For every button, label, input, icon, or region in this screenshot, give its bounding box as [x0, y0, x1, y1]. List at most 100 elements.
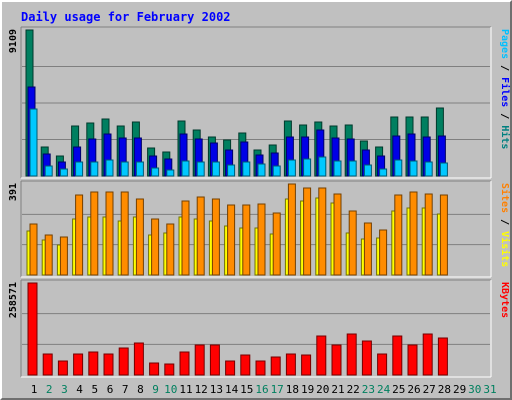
bar-kbytes: [270, 356, 281, 376]
bar-pages: [318, 156, 327, 177]
x-tick-label: 20: [316, 383, 329, 396]
bar-pages: [75, 161, 84, 177]
bar-sites: [439, 194, 448, 276]
bar-kbytes: [225, 360, 236, 376]
bar-pages: [135, 161, 144, 177]
x-tick-label: 19: [301, 383, 314, 396]
bar-kbytes: [240, 354, 251, 376]
bar-pages: [166, 169, 175, 177]
bar-pages: [348, 160, 357, 177]
bar-pages: [257, 163, 266, 177]
legend-sites: Sites / Visits: [499, 183, 511, 267]
bar-kbytes: [331, 344, 342, 376]
bar-sites: [166, 223, 175, 276]
bar-kbytes: [179, 351, 190, 376]
bar-sites: [409, 191, 418, 276]
x-tick-label: 4: [76, 383, 83, 396]
bar-sites: [394, 194, 403, 276]
bar-kbytes: [88, 351, 99, 376]
x-tick-label: 5: [91, 383, 98, 396]
bar-pages: [272, 165, 281, 177]
x-tick-label: 12: [195, 383, 208, 396]
bar-sites: [196, 196, 205, 276]
legend-entry: /: [499, 213, 510, 231]
x-tick-label: 14: [225, 383, 239, 396]
bar-pages: [29, 108, 38, 177]
bar-kbytes: [346, 333, 357, 376]
max-label: 258571: [8, 282, 19, 318]
bar-sites: [75, 194, 84, 276]
bar-pages: [211, 161, 220, 177]
bar-kbytes: [27, 282, 38, 376]
x-tick-label: 6: [107, 383, 114, 396]
bar-sites: [363, 222, 372, 276]
bar-kbytes: [392, 335, 403, 376]
bar-pages: [151, 167, 160, 177]
bar-sites: [120, 191, 129, 276]
legend-entry: Hits: [499, 125, 511, 149]
x-tick-label: 10: [164, 383, 177, 396]
bar-pages: [196, 161, 205, 177]
bar-pages: [409, 160, 418, 177]
bar-sites: [59, 236, 68, 276]
x-tick-label: 8: [137, 383, 144, 396]
legend-entry: Visits: [499, 231, 511, 267]
legend-entry: Sites: [499, 183, 511, 213]
bar-kbytes: [285, 353, 296, 376]
bar-kbytes: [255, 360, 266, 376]
bar-sites: [348, 210, 357, 276]
x-tick-label: 24: [377, 383, 391, 396]
bar-sites: [333, 193, 342, 276]
bar-kbytes: [149, 362, 160, 376]
bar-pages: [44, 165, 53, 177]
legend-entry: Files: [499, 77, 511, 107]
x-tick-label: 9: [152, 383, 159, 396]
bar-kbytes: [316, 335, 327, 376]
bar-kbytes: [437, 337, 448, 376]
bar-kbytes: [301, 354, 312, 376]
bar-sites: [90, 191, 99, 276]
bar-sites: [424, 193, 433, 276]
legend-entry: /: [499, 107, 510, 125]
x-tick-label: 25: [392, 383, 405, 396]
x-tick-label: 1: [31, 383, 38, 396]
x-tick-label: 3: [61, 383, 68, 396]
legend-traffic: Pages / Files / Hits: [499, 29, 511, 149]
bar-sites: [287, 183, 296, 276]
max-label: 9109: [8, 29, 19, 53]
bar-pages: [227, 164, 236, 177]
bar-sites: [242, 204, 251, 276]
x-tick-label: 29: [453, 383, 466, 396]
bar-kbytes: [209, 344, 220, 376]
bar-pages: [394, 159, 403, 177]
bar-pages: [379, 168, 388, 177]
x-tick-label: 16: [255, 383, 268, 396]
x-tick-label: 22: [347, 383, 360, 396]
x-tick-label: 31: [483, 383, 496, 396]
bar-sites: [181, 200, 190, 276]
bar-kbytes: [361, 340, 372, 376]
legend-entry: Pages: [499, 29, 510, 59]
bar-pages: [363, 164, 372, 177]
x-tick-label: 2: [46, 383, 53, 396]
bar-kbytes: [57, 360, 68, 376]
bar-pages: [242, 161, 251, 177]
bar-sites: [272, 212, 281, 276]
x-tick-label: 11: [179, 383, 192, 396]
x-tick-label: 15: [240, 383, 253, 396]
x-tick-label: 18: [286, 383, 299, 396]
bar-sites: [135, 198, 144, 276]
bar-kbytes: [422, 333, 433, 376]
bar-pages: [120, 161, 129, 177]
bar-kbytes: [103, 353, 114, 376]
legend-entry: /: [499, 59, 510, 77]
x-tick-label: 13: [210, 383, 223, 396]
max-label: 391: [8, 183, 19, 201]
bar-sites: [29, 223, 38, 276]
bar-pages: [59, 168, 68, 177]
bar-sites: [257, 203, 266, 276]
chart-title: Daily usage for February 2002: [21, 10, 231, 24]
bar-kbytes: [194, 344, 205, 376]
bar-pages: [90, 161, 99, 177]
